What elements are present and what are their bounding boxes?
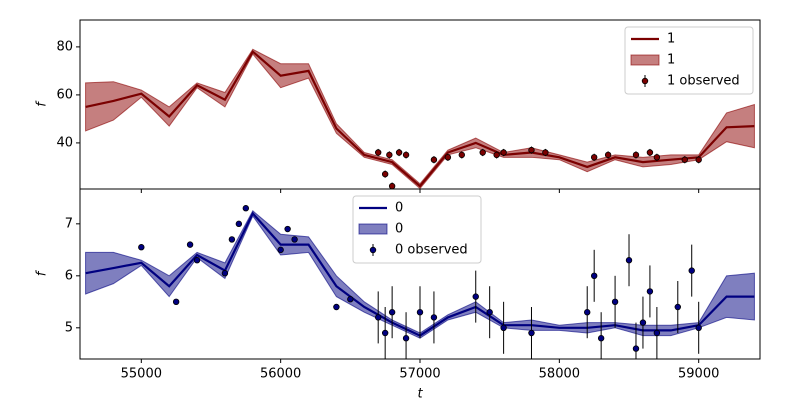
- observed-point: [388, 309, 396, 316]
- observed-point: [402, 335, 410, 342]
- observed-point: [386, 151, 393, 159]
- y-tick-label: 7: [65, 216, 73, 231]
- observed-point: [381, 329, 389, 337]
- observed-point: [416, 309, 424, 316]
- observed-point: [284, 225, 291, 233]
- observed-point: [458, 151, 466, 159]
- observed-point: [221, 270, 229, 277]
- observed-point: [235, 220, 243, 228]
- observed-point: [138, 244, 145, 251]
- legend-band: [358, 223, 388, 235]
- observed-point: [228, 236, 236, 243]
- observed-point: [430, 314, 438, 321]
- legend-point: [369, 246, 377, 254]
- y-axis-label: f: [35, 100, 50, 107]
- observed-point: [674, 303, 681, 311]
- plot-area: [85, 48, 755, 189]
- legend-label: 0 observed: [395, 243, 468, 258]
- observed-point: [590, 272, 598, 280]
- observed-point: [590, 154, 598, 161]
- observed-point: [646, 288, 654, 295]
- observed-point: [632, 151, 640, 159]
- observed-point: [486, 309, 493, 316]
- observed-point: [333, 303, 340, 311]
- observed-point: [291, 236, 298, 243]
- observed-point: [653, 329, 661, 337]
- x-tick-label: 55000: [121, 367, 162, 382]
- observed-point: [625, 257, 633, 264]
- mean-line: [85, 49, 755, 188]
- legend-label: 1: [667, 32, 675, 47]
- observed-point: [528, 329, 535, 337]
- y-tick-label: 5: [65, 320, 73, 335]
- observed-point: [542, 149, 549, 156]
- confidence-band: [85, 210, 755, 339]
- observed-point: [639, 319, 647, 326]
- confidence-band: [85, 48, 755, 189]
- observed-point: [528, 146, 535, 154]
- observed-point: [632, 345, 640, 352]
- observed-point: [395, 149, 403, 156]
- observed-point: [444, 154, 452, 161]
- legend-box: [624, 26, 754, 95]
- x-tick-label: 56000: [260, 367, 301, 382]
- y-tick-label: 60: [56, 87, 73, 102]
- y-tick-label: 80: [56, 39, 73, 54]
- observed-point: [604, 151, 612, 159]
- observed-point: [374, 314, 382, 321]
- observed-point: [500, 149, 507, 156]
- y-axis-label: f: [35, 269, 50, 276]
- observed-point: [374, 149, 382, 156]
- x-axis-label: t: [417, 387, 423, 401]
- legend-label: 0: [395, 201, 403, 216]
- legend-label: 0: [395, 222, 403, 237]
- observed-point: [193, 257, 201, 264]
- x-tick-label: 59000: [678, 367, 719, 382]
- observed-point: [388, 182, 396, 189]
- legend-box: [352, 195, 482, 264]
- observed-point: [653, 154, 661, 161]
- x-tick-label: 58000: [539, 367, 580, 382]
- observed-point: [688, 267, 695, 274]
- observed-point: [681, 156, 688, 163]
- observed-point: [646, 149, 654, 156]
- observed-point: [597, 335, 605, 342]
- observed-point: [242, 205, 250, 212]
- observed-point: [381, 170, 389, 178]
- observed-point: [611, 298, 619, 306]
- observed-point: [402, 151, 410, 159]
- legend-band: [630, 54, 660, 66]
- x-tick-label: 57000: [399, 367, 440, 382]
- legend-label: 1 observed: [667, 74, 740, 89]
- observed-point: [479, 149, 486, 156]
- observed-point: [472, 293, 479, 300]
- plot-area: [85, 205, 755, 359]
- y-tick-label: 40: [56, 135, 73, 150]
- observed-point: [695, 156, 702, 163]
- observed-point: [493, 151, 500, 159]
- observed-point: [430, 156, 438, 163]
- observed-point: [500, 324, 507, 332]
- observed-point: [277, 246, 284, 254]
- y-tick-label: 6: [65, 268, 73, 283]
- observed-point: [584, 309, 591, 316]
- observed-point: [172, 298, 180, 306]
- observed-point: [347, 296, 354, 303]
- legend-point: [641, 77, 649, 85]
- observed-point: [695, 324, 702, 332]
- legend-label: 1: [667, 53, 675, 68]
- observed-point: [186, 241, 194, 248]
